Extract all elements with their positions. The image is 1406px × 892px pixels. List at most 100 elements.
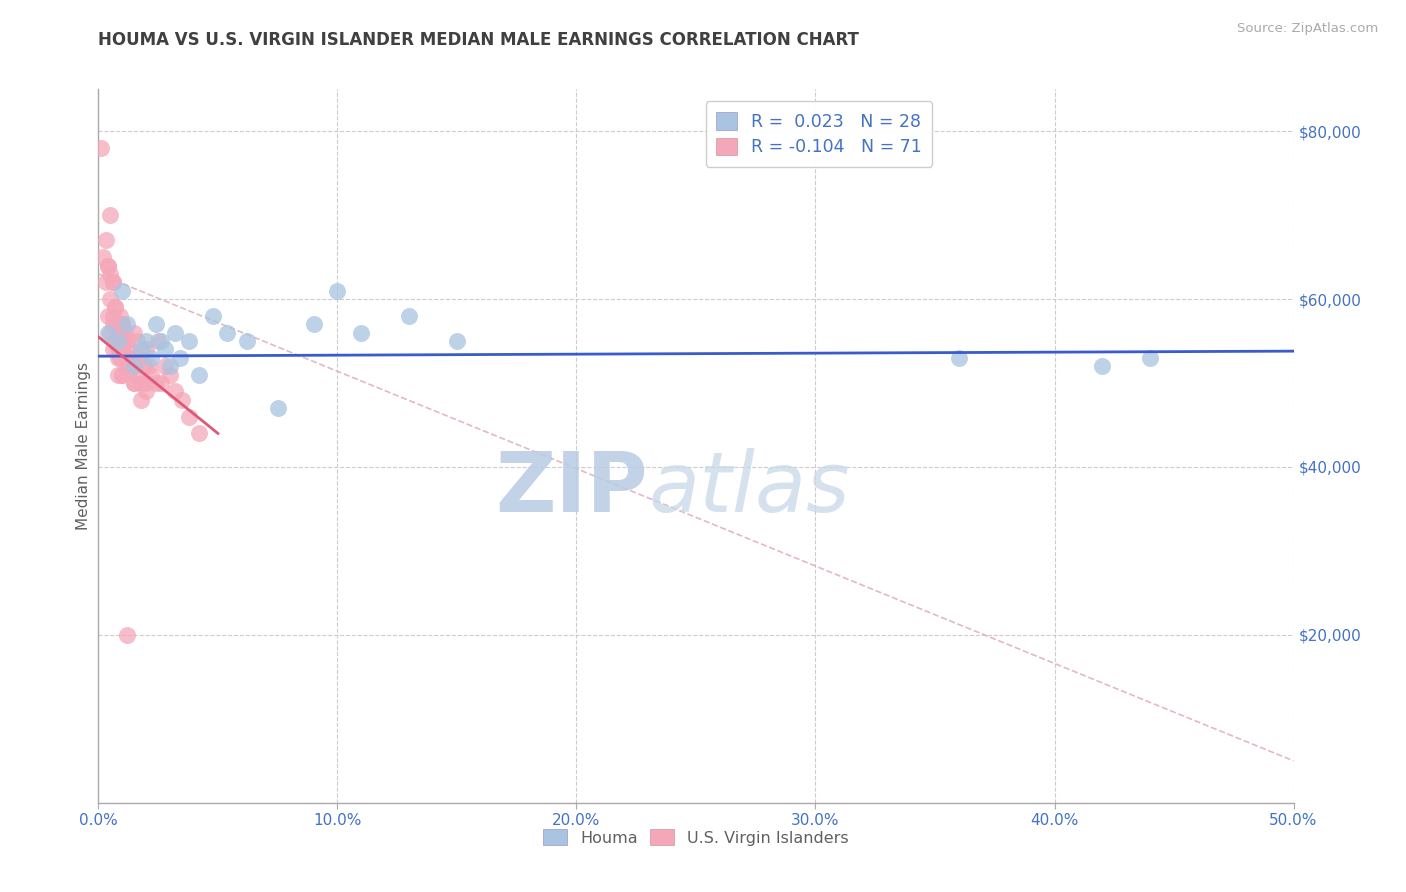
- Point: [149, 334, 172, 348]
- Point: [135, 334, 157, 348]
- Point: [172, 392, 194, 407]
- Point: [149, 376, 172, 390]
- Point: [169, 351, 191, 365]
- Point: [101, 275, 124, 289]
- Point: [159, 368, 181, 382]
- Point: [107, 351, 129, 365]
- Point: [111, 318, 134, 332]
- Point: [124, 376, 146, 390]
- Point: [108, 309, 131, 323]
- Point: [202, 309, 225, 323]
- Point: [101, 343, 124, 357]
- Point: [90, 141, 112, 155]
- Point: [125, 368, 148, 382]
- Point: [267, 401, 290, 416]
- Point: [108, 318, 131, 332]
- Point: [135, 343, 157, 357]
- Point: [115, 351, 138, 365]
- Point: [104, 301, 127, 315]
- Point: [124, 326, 146, 340]
- Point: [107, 318, 129, 332]
- Point: [326, 284, 349, 298]
- Point: [108, 334, 131, 348]
- Point: [101, 309, 124, 323]
- Point: [163, 384, 186, 399]
- Point: [94, 233, 117, 247]
- Point: [115, 351, 138, 365]
- Text: Source: ZipAtlas.com: Source: ZipAtlas.com: [1237, 22, 1378, 36]
- Point: [111, 368, 134, 382]
- Point: [1091, 359, 1114, 374]
- Point: [217, 326, 239, 340]
- Text: atlas: atlas: [648, 449, 849, 529]
- Point: [118, 343, 141, 357]
- Point: [163, 326, 186, 340]
- Point: [145, 376, 167, 390]
- Point: [179, 334, 201, 348]
- Point: [125, 334, 148, 348]
- Point: [446, 334, 468, 348]
- Point: [111, 318, 134, 332]
- Point: [98, 292, 122, 306]
- Point: [108, 343, 131, 357]
- Point: [104, 334, 127, 348]
- Point: [115, 359, 138, 374]
- Point: [139, 351, 162, 365]
- Point: [139, 368, 162, 382]
- Point: [114, 326, 136, 340]
- Point: [107, 334, 129, 348]
- Point: [97, 309, 120, 323]
- Point: [124, 359, 146, 374]
- Text: ZIP: ZIP: [496, 449, 648, 529]
- Point: [187, 368, 209, 382]
- Point: [97, 259, 120, 273]
- Y-axis label: Median Male Earnings: Median Male Earnings: [76, 362, 91, 530]
- Point: [155, 359, 177, 374]
- Point: [302, 318, 325, 332]
- Point: [128, 351, 150, 365]
- Point: [131, 392, 153, 407]
- Point: [91, 250, 114, 264]
- Point: [948, 351, 970, 365]
- Point: [179, 409, 201, 424]
- Point: [111, 334, 134, 348]
- Point: [121, 351, 143, 365]
- Point: [107, 368, 129, 382]
- Point: [108, 351, 131, 365]
- Point: [111, 343, 134, 357]
- Point: [135, 384, 157, 399]
- Point: [148, 334, 170, 348]
- Point: [138, 359, 160, 374]
- Point: [350, 326, 373, 340]
- Point: [115, 628, 138, 642]
- Point: [104, 334, 127, 348]
- Point: [235, 334, 257, 348]
- Point: [118, 359, 141, 374]
- Point: [115, 334, 138, 348]
- Point: [104, 301, 127, 315]
- Point: [124, 376, 146, 390]
- Point: [145, 318, 167, 332]
- Point: [97, 326, 120, 340]
- Point: [94, 275, 117, 289]
- Point: [107, 326, 129, 340]
- Point: [159, 359, 181, 374]
- Point: [124, 359, 146, 374]
- Point: [131, 343, 153, 357]
- Point: [111, 368, 134, 382]
- Point: [132, 359, 155, 374]
- Point: [98, 208, 122, 222]
- Point: [135, 376, 157, 390]
- Point: [98, 267, 122, 281]
- Point: [107, 334, 129, 348]
- Point: [398, 309, 420, 323]
- Point: [101, 275, 124, 289]
- Point: [111, 284, 134, 298]
- Point: [101, 318, 124, 332]
- Point: [98, 326, 122, 340]
- Point: [155, 343, 177, 357]
- Point: [111, 326, 134, 340]
- Text: HOUMA VS U.S. VIRGIN ISLANDER MEDIAN MALE EARNINGS CORRELATION CHART: HOUMA VS U.S. VIRGIN ISLANDER MEDIAN MAL…: [98, 31, 859, 49]
- Point: [131, 376, 153, 390]
- Point: [187, 426, 209, 441]
